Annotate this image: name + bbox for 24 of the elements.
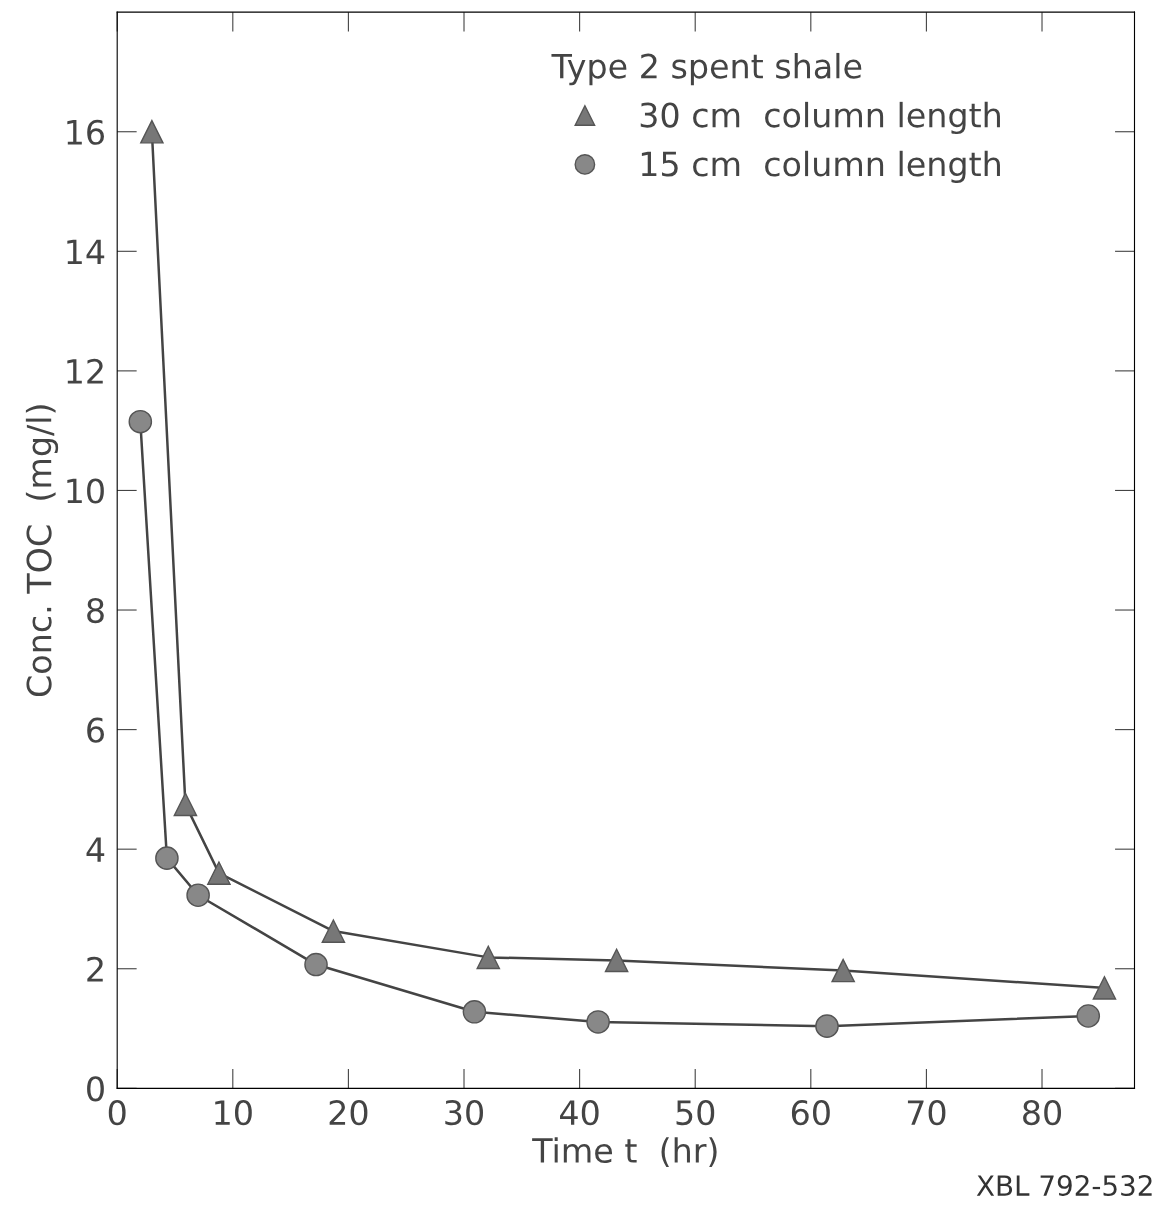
x-tick-label: 60	[791, 1100, 830, 1126]
legend-title: Type 2 spent shale	[551, 52, 862, 86]
legend-label: 15 cm column length	[641, 150, 1000, 184]
x-tick-label: 0	[108, 1100, 126, 1126]
legend-label: 30 cm column length	[640, 101, 1000, 135]
x-tick-label: 70	[907, 1100, 946, 1126]
x-tick-label: 50	[676, 1100, 715, 1126]
y-axis-title: Conc. TOC (mg/l)	[25, 405, 59, 697]
x-tick-label: 20	[329, 1100, 368, 1126]
x-tick-label: 10	[215, 1100, 252, 1126]
y-tick-label: 2	[87, 956, 103, 982]
y-tick-label: 10	[67, 478, 104, 504]
y-tick-label: 12	[67, 358, 103, 384]
text: XBL 792-532	[976, 1175, 1152, 1197]
x-tick-label: 30	[445, 1100, 483, 1126]
y-tick-label: 14	[67, 239, 105, 264]
y-tick-label: 8	[87, 597, 104, 624]
y-tick-label: 4	[86, 837, 105, 862]
y-tick-label: 0	[87, 1076, 104, 1102]
y-tick-label: 6	[87, 717, 104, 743]
x-axis-title: Time t (hr)	[532, 1137, 717, 1167]
x-tick-label: 80	[1023, 1100, 1062, 1126]
x-tick-label: 40	[560, 1100, 599, 1126]
y-tick-label: 16	[67, 119, 104, 145]
